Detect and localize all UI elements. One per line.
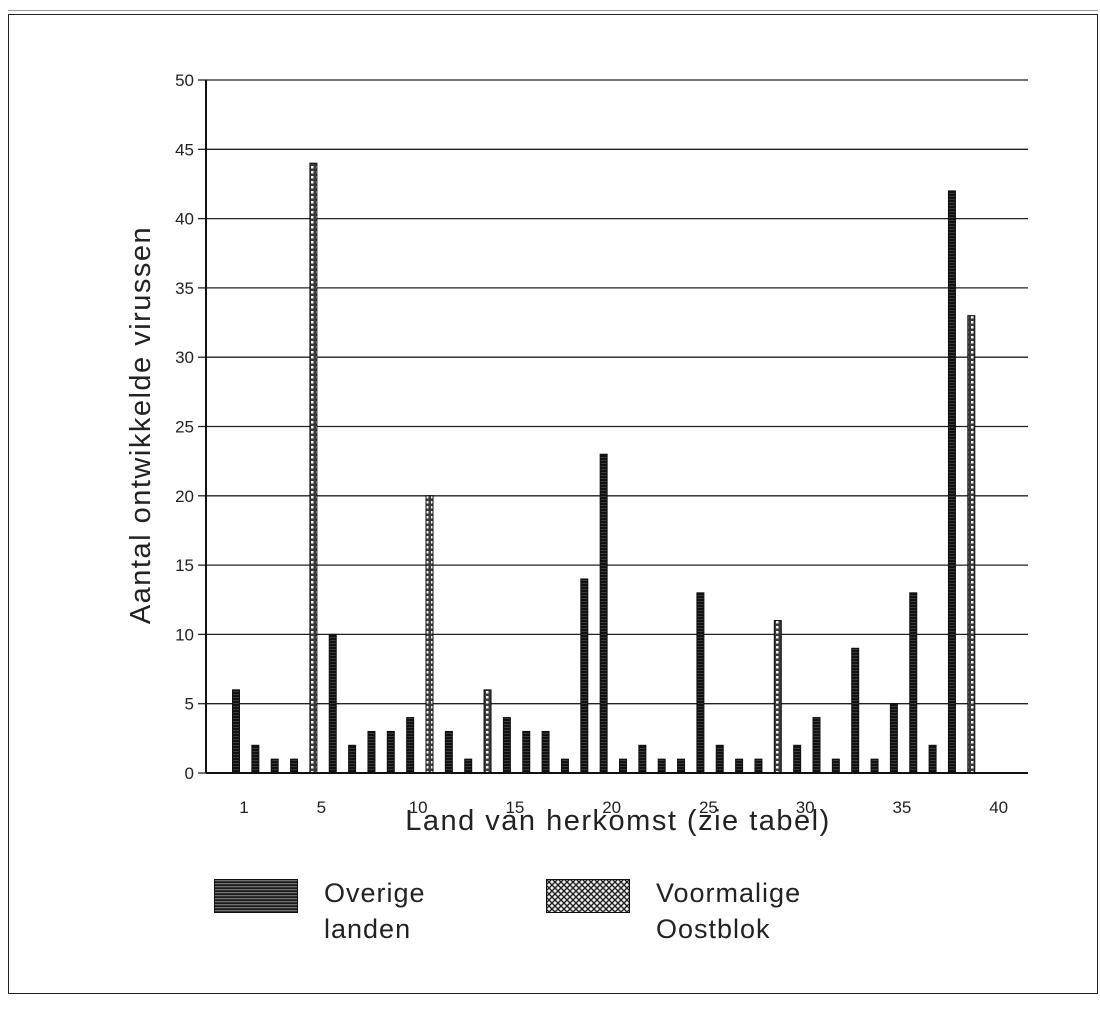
bar-overige: [270, 758, 279, 774]
bars: [232, 162, 976, 774]
y-tick-label: 25: [175, 418, 194, 437]
bar-overige: [928, 744, 937, 774]
x-tick-label: 40: [989, 798, 1008, 817]
x-tick-label: 5: [317, 798, 326, 817]
bar-overige: [444, 730, 453, 774]
bar-overige: [560, 758, 569, 774]
axes: [205, 80, 1028, 774]
bar-overige: [367, 730, 376, 774]
bar-overige: [522, 730, 531, 774]
bar-overige: [889, 703, 898, 774]
legend-label-oostblok: Voormalige Oostblok: [656, 875, 826, 947]
bar-overige: [599, 453, 608, 774]
x-tick-label: 15: [505, 798, 524, 817]
y-tick-label: 0: [185, 764, 194, 783]
legend-label-line: landen: [324, 914, 412, 944]
bar-overige: [541, 730, 550, 774]
x-tick-label: 20: [602, 798, 621, 817]
bar-overige: [290, 758, 299, 774]
gridlines: [198, 79, 1028, 774]
y-tick-label: 15: [175, 556, 194, 575]
bar-overige: [619, 758, 627, 774]
bar-oostblok: [425, 495, 434, 774]
bar-overige: [793, 744, 802, 774]
y-tick-label: 35: [175, 279, 194, 298]
bar-oostblok: [773, 620, 782, 774]
bar-overige: [464, 758, 473, 774]
frame-top-line: [8, 10, 1098, 14]
bar-overige: [754, 758, 763, 774]
figure-frame: [8, 14, 1098, 994]
y-tick-label: 30: [175, 348, 194, 367]
bar-overige: [386, 730, 395, 774]
y-tick-label: 40: [175, 210, 194, 229]
bar-overige: [812, 717, 821, 774]
x-tick-label: 25: [699, 798, 718, 817]
legend-label-line: Oostblok: [656, 914, 771, 944]
bar-overige: [348, 744, 357, 774]
bar-overige: [735, 758, 744, 774]
y-tick-label: 5: [185, 695, 194, 714]
bar-overige: [638, 744, 647, 774]
legend-label-line: Voormalige: [656, 878, 802, 908]
bar-oostblok: [483, 689, 492, 774]
bar-overige: [947, 190, 956, 774]
bar-overige: [831, 758, 840, 774]
bar-overige: [251, 744, 260, 774]
legend-swatch-oostblok: [546, 879, 630, 913]
bar-overige: [657, 758, 666, 774]
bar-overige: [580, 578, 589, 774]
bar-oostblok: [967, 315, 976, 774]
y-axis-title: Aantal ontwikkelde virussen: [125, 226, 157, 624]
x-tick-label: 1: [239, 798, 248, 817]
bar-overige: [232, 689, 240, 774]
bar-overige: [851, 647, 860, 774]
x-tick-label: 10: [409, 798, 428, 817]
bar-overige: [870, 758, 879, 774]
x-axis-title: Land van herkomst (zie tabel): [405, 805, 831, 837]
bar-overige: [502, 717, 511, 774]
x-tick-label: 35: [892, 798, 911, 817]
bar-overige: [696, 592, 705, 774]
legend-swatch-overige: [214, 879, 298, 913]
bar-overige: [909, 592, 918, 774]
legend-item-oostblok: Voormalige Oostblok: [546, 875, 826, 947]
y-tick-label: 50: [175, 71, 194, 90]
legend-item-overige: Overige landen: [214, 875, 494, 947]
y-tick-label: 20: [175, 487, 194, 506]
legend-label-line: Overige: [324, 878, 426, 908]
bar-overige: [328, 633, 337, 774]
legend-label-overige: Overige landen: [324, 875, 494, 947]
bar-overige: [677, 758, 686, 774]
x-tick-label: 30: [796, 798, 815, 817]
bar-overige: [406, 717, 415, 774]
y-tick-label: 45: [175, 140, 194, 159]
bar-oostblok: [309, 162, 318, 774]
y-tick-label: 10: [175, 625, 194, 644]
bar-overige: [715, 744, 724, 774]
